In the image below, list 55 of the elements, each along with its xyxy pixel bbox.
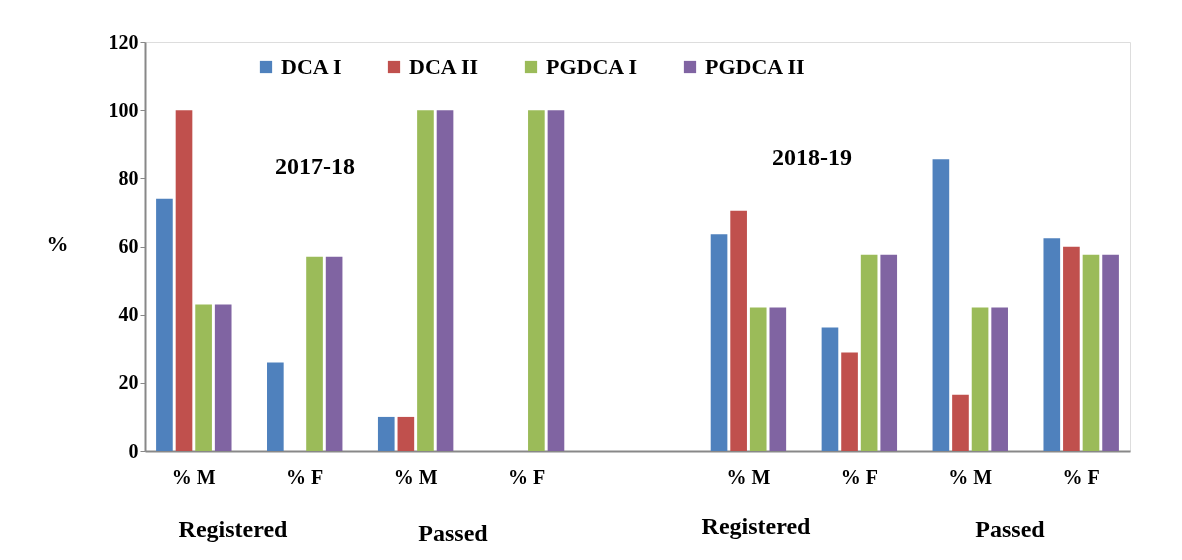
x-tick-label: % F	[840, 465, 878, 488]
x-tick-label: % F	[286, 465, 324, 488]
y-tick-label: 40	[118, 303, 139, 326]
bar	[436, 110, 454, 451]
bar	[971, 307, 989, 451]
x-tick-label: % F	[1062, 465, 1100, 488]
y-tick-label: 120	[108, 30, 139, 53]
bar	[417, 110, 434, 451]
y-tick-label: 100	[108, 98, 139, 121]
y-tick-label: 20	[118, 371, 139, 394]
x-tick-label: % M	[948, 465, 993, 488]
bar	[306, 256, 323, 451]
bar	[821, 327, 839, 451]
text: Passed	[418, 520, 489, 546]
x-tick-label: % M	[393, 465, 438, 488]
y-axis-title: %	[46, 230, 69, 256]
text: Registered	[701, 513, 812, 539]
annotation: 2017-18	[275, 153, 355, 179]
legend-label: DCA II	[409, 54, 479, 79]
bar	[1102, 254, 1119, 451]
bar	[991, 307, 1008, 451]
legend-label: PGDCA II	[705, 54, 805, 79]
bar	[156, 198, 173, 451]
bar	[932, 159, 950, 451]
bar	[267, 362, 284, 451]
bar	[880, 254, 898, 451]
bar	[860, 254, 878, 451]
text: Registered	[178, 516, 289, 542]
bar	[195, 304, 212, 451]
y-tick-label: 80	[118, 166, 139, 189]
text: Passed	[975, 516, 1046, 542]
y-tick-label: 60	[118, 235, 139, 257]
bar	[175, 110, 193, 451]
bar	[397, 416, 415, 451]
x-tick-label: % F	[507, 465, 546, 488]
x-tick-label: % M	[726, 465, 771, 488]
legend-label: PGDCA I	[546, 54, 638, 79]
bar	[952, 394, 969, 451]
bar	[1082, 254, 1100, 451]
bar	[1043, 238, 1061, 451]
bar	[730, 210, 747, 451]
bar	[841, 352, 858, 451]
y-tick-label: 0	[128, 439, 139, 462]
bar	[749, 307, 767, 451]
bar	[769, 307, 787, 451]
bar	[547, 110, 565, 451]
bar	[214, 304, 232, 451]
x-tick-label: % M	[171, 465, 216, 488]
bar	[325, 256, 343, 451]
annotation: 2018-19	[772, 144, 852, 170]
legend-label: DCA I	[281, 54, 342, 79]
bar	[710, 234, 728, 451]
bar	[528, 110, 545, 451]
bar	[377, 416, 395, 451]
bar	[1063, 246, 1080, 451]
